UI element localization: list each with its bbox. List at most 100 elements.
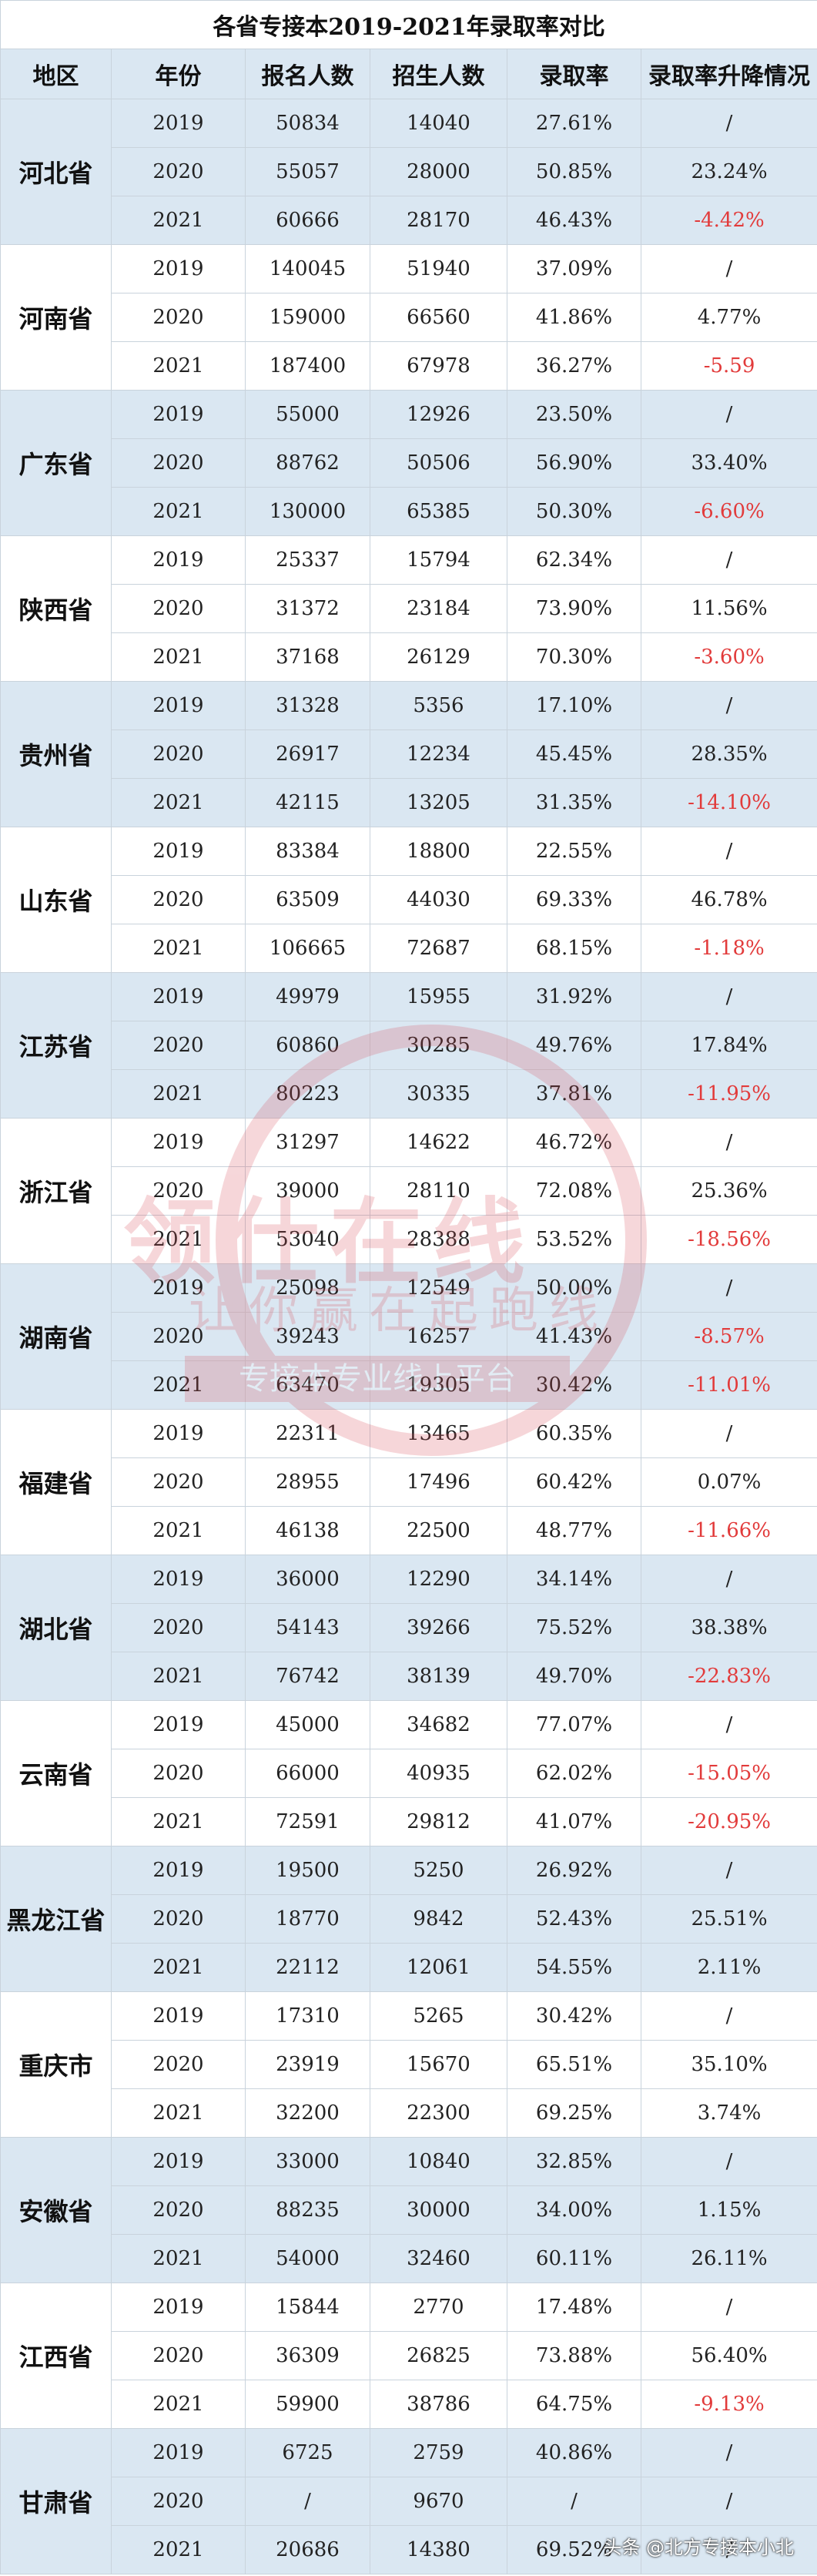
year-cell: 2019	[111, 1409, 246, 1458]
year-cell: 2021	[111, 196, 246, 245]
applicants-cell: 54143	[245, 1603, 370, 1652]
admitted-cell: 19305	[370, 1360, 507, 1410]
admitted-cell: 34682	[370, 1700, 507, 1749]
applicants-cell: 33000	[245, 2137, 370, 2186]
admitted-cell: 17496	[370, 1457, 507, 1507]
table-row: 福建省 2019 22311 13465 60.35% /	[0, 1409, 817, 1555]
applicants-cell: 28955	[245, 1457, 370, 1507]
admitted-cell: 12290	[370, 1555, 507, 1604]
year-cell: 2019	[111, 1555, 246, 1604]
rate-cell: 49.76%	[507, 1021, 641, 1070]
applicants-cell: 32200	[245, 2088, 370, 2138]
year-cell: 2021	[111, 924, 246, 973]
rate-change-cell: /	[640, 1409, 817, 1458]
rate-cell: 46.72%	[507, 1118, 641, 1167]
rate-cell: 37.09%	[507, 244, 641, 293]
rate-change-cell: -3.60%	[640, 632, 817, 682]
rate-change-cell: -1.18%	[640, 924, 817, 973]
applicants-cell: 140045	[245, 244, 370, 293]
admitted-cell: 5265	[370, 1991, 507, 2041]
year-cell: 2021	[111, 1797, 246, 1846]
admitted-cell: 15955	[370, 972, 507, 1021]
region-cell: 云南省	[0, 1700, 112, 1846]
table-row: 2020 31372 23184 73.90% 11.56%	[1, 584, 817, 633]
table-row: 2020 55057 28000 50.85% 23.24%	[1, 147, 817, 196]
admitted-cell: 39266	[370, 1603, 507, 1652]
rate-change-cell: 25.36%	[640, 1166, 817, 1216]
year-cell: 2019	[111, 390, 246, 439]
year-cell: 2021	[111, 1943, 246, 1992]
rate-cell: 65.51%	[507, 2040, 641, 2089]
year-cell: 2020	[111, 1603, 246, 1652]
rate-change-cell: -9.13%	[640, 2380, 817, 2429]
region-cell: 湖南省	[0, 1263, 112, 1410]
table-row: 山东省 2019 83384 18800 22.55% /	[0, 827, 817, 973]
year-cell: 2020	[111, 438, 246, 488]
admitted-cell: 13465	[370, 1409, 507, 1458]
rate-cell: 73.90%	[507, 584, 641, 633]
table-title: 各省专接本2019-2021年录取率对比	[0, 0, 817, 49]
applicants-cell: 22112	[245, 1943, 370, 1992]
header-rate-change: 录取率升降情况	[640, 49, 817, 99]
year-cell: 2019	[111, 1846, 246, 1895]
table-row: 2020 159000 66560 41.86% 4.77%	[1, 293, 817, 342]
region-cell: 浙江省	[0, 1118, 112, 1264]
rate-cell: 50.30%	[507, 487, 641, 536]
table-row: 2020 54143 39266 75.52% 38.38%	[1, 1603, 817, 1652]
table-row: 2021 42115 13205 31.35% -14.10%	[1, 778, 817, 827]
rate-change-cell: -11.66%	[640, 1506, 817, 1555]
rate-cell: 68.15%	[507, 924, 641, 973]
year-cell: 2019	[111, 972, 246, 1021]
rate-cell: 45.45%	[507, 730, 641, 779]
region-cell: 甘肃省	[0, 2428, 112, 2574]
rate-change-cell: /	[640, 1700, 817, 1749]
year-cell: 2021	[111, 1652, 246, 1701]
rate-change-cell: 23.24%	[640, 147, 817, 196]
rate-cell: 50.85%	[507, 147, 641, 196]
applicants-cell: 20686	[245, 2525, 370, 2574]
table-row: 2021 22112 12061 54.55% 2.11%	[1, 1943, 817, 1992]
admitted-cell: 23184	[370, 584, 507, 633]
region-cell: 黑龙江省	[0, 1846, 112, 1992]
rate-cell: 53.52%	[507, 1215, 641, 1264]
rate-cell: 60.35%	[507, 1409, 641, 1458]
year-cell: 2020	[111, 1166, 246, 1216]
rate-change-cell: /	[640, 2137, 817, 2186]
rate-cell: 69.52%	[507, 2525, 641, 2574]
applicants-cell: 36000	[245, 1555, 370, 1604]
rate-cell: 64.75%	[507, 2380, 641, 2429]
table-row: 重庆市 2019 17310 5265 30.42% /	[0, 1991, 817, 2138]
admitted-cell: 12234	[370, 730, 507, 779]
rate-cell: 17.48%	[507, 2283, 641, 2332]
table-row: 湖南省 2019 25098 12549 50.00% /	[0, 1263, 817, 1410]
year-cell: 2019	[111, 1118, 246, 1167]
applicants-cell: 46138	[245, 1506, 370, 1555]
region-cell: 江苏省	[0, 972, 112, 1119]
rate-cell: 34.14%	[507, 1555, 641, 1604]
admitted-cell: 65385	[370, 487, 507, 536]
header-rate: 录取率	[507, 49, 641, 99]
table-row: 2020 63509 44030 69.33% 46.78%	[1, 875, 817, 924]
year-cell: 2020	[111, 730, 246, 779]
applicants-cell: 17310	[245, 1991, 370, 2041]
applicants-cell: 72591	[245, 1797, 370, 1846]
table-row: 河南省 2019 140045 51940 37.09% /	[0, 244, 817, 391]
year-cell: 2019	[111, 2428, 246, 2477]
rate-cell: 70.30%	[507, 632, 641, 682]
applicants-cell: 59900	[245, 2380, 370, 2429]
table-row: 贵州省 2019 31328 5356 17.10% /	[0, 681, 817, 827]
header-row: 地区 年份 报名人数 招生人数 录取率 录取率升降情况	[0, 49, 817, 99]
rate-change-cell: /	[640, 972, 817, 1021]
rate-cell: 72.08%	[507, 1166, 641, 1216]
admitted-cell: 5356	[370, 681, 507, 730]
rate-cell: 41.07%	[507, 1797, 641, 1846]
rate-change-cell: -14.10%	[640, 778, 817, 827]
table-row: 2020 26917 12234 45.45% 28.35%	[1, 730, 817, 779]
applicants-cell: 159000	[245, 293, 370, 342]
region-cell: 湖北省	[0, 1555, 112, 1701]
admitted-cell: 2759	[370, 2428, 507, 2477]
applicants-cell: 76742	[245, 1652, 370, 1701]
rate-change-cell: 46.78%	[640, 875, 817, 924]
rate-cell: 30.42%	[507, 1991, 641, 2041]
table-row: 广东省 2019 55000 12926 23.50% /	[0, 390, 817, 536]
